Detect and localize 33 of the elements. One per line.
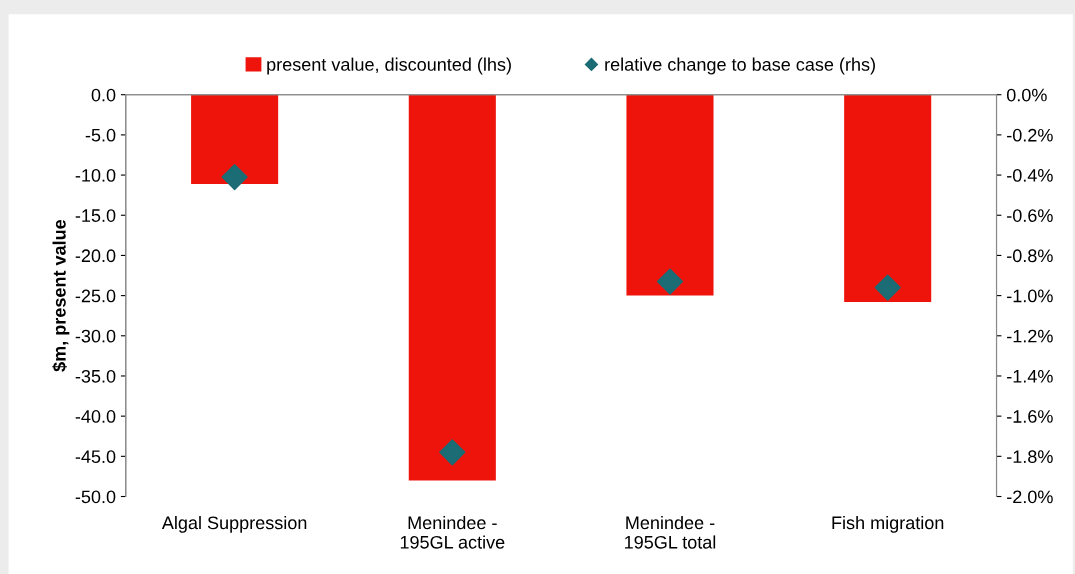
y2-tick-label: -0.2% <box>1007 128 1053 142</box>
point <box>656 268 684 295</box>
x-tick-label: Fish migration <box>832 515 944 533</box>
y2-tick-label: -0.6% <box>1007 209 1053 222</box>
y2-tick-label: -1.8% <box>1007 450 1053 464</box>
y-tick-label: -30.0 <box>75 329 116 343</box>
y-tick-label: -40.0 <box>75 410 116 423</box>
y-axis-title: $m, present value <box>52 219 70 372</box>
legend-label: present value, discounted (lhs) <box>267 57 511 75</box>
y2-tick-label: 0.0% <box>1006 88 1047 102</box>
y2-tick-label: -1.6% <box>1007 410 1053 423</box>
x-tick-label: Menindee - 195GL total <box>625 515 716 549</box>
y-tick-label: -15.0 <box>75 209 116 222</box>
y2-tick-label: -0.8% <box>1007 249 1053 263</box>
y2-tick-label: -1.2% <box>1007 329 1053 343</box>
y2-tick-label: -2.0% <box>1007 490 1053 504</box>
point <box>874 274 901 301</box>
y-tick-label: -35.0 <box>75 369 116 383</box>
y2-tick-label: -0.4% <box>1007 169 1053 182</box>
y-tick-label: -20.0 <box>75 249 116 263</box>
y2-tick-label: -1.4% <box>1007 369 1053 383</box>
y-tick-label: -25.0 <box>75 289 116 303</box>
point <box>221 163 248 191</box>
y-tick-label: -5.0 <box>85 128 116 142</box>
x-tick-label: Algal Suppression <box>161 515 307 533</box>
y-tick-label: -45.0 <box>75 450 116 464</box>
x-tick-label: Menindee - 195GL active <box>400 515 505 549</box>
point <box>439 439 466 466</box>
legend-label: relative change to base case (rhs) <box>605 57 875 75</box>
y2-tick-label: -1.0% <box>1007 289 1053 303</box>
y-tick-label: -50.0 <box>75 490 116 504</box>
y-tick-label: 0.0 <box>91 88 116 102</box>
y-tick-label: -10.0 <box>75 169 116 182</box>
